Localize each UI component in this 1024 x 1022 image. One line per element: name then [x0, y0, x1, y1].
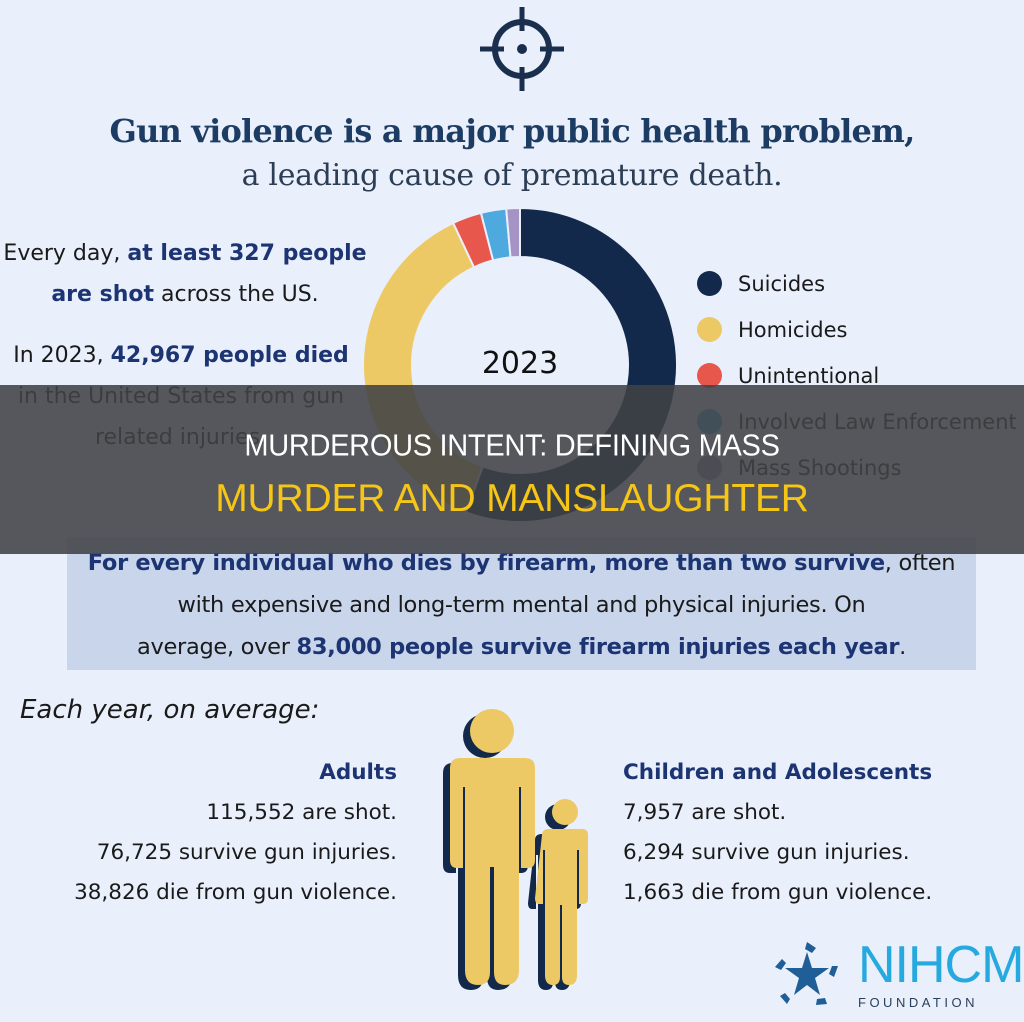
- adults-title: Adults: [319, 760, 397, 785]
- daily-prefix: Every day,: [3, 241, 128, 266]
- yearly-highlight: 42,967 people died: [110, 343, 349, 368]
- each-year-heading: Each year, on average:: [20, 695, 320, 725]
- logo-name: NIHCM: [858, 936, 1024, 994]
- banner-line-1: MURDEROUS INTENT: DEFINING MASS: [244, 429, 780, 463]
- children-survive: 6,294 survive gun injuries.: [623, 840, 910, 865]
- survive-callout-text: For every individual who dies by firearm…: [67, 542, 976, 668]
- survive-text-3: average, over: [136, 634, 297, 660]
- adults-stats: Adults 115,552 are shot. 76,725 survive …: [74, 753, 397, 913]
- crosshair-icon: [480, 7, 564, 91]
- nihcm-star-logo-icon: [775, 942, 838, 1005]
- survive-callout-box: [67, 537, 976, 670]
- children-stats: Children and Adolescents 7,957 are shot.…: [623, 753, 932, 913]
- banner-line-2: MURDER AND MANSLAUGHTER: [215, 477, 809, 520]
- legend-item: Homicides: [697, 317, 848, 342]
- adults-die: 38,826 die from gun violence.: [74, 880, 397, 905]
- legend-label: Homicides: [738, 317, 848, 342]
- legend-dot-icon: [697, 317, 722, 342]
- page-title: Gun violence is a major public health pr…: [109, 112, 916, 150]
- title-banner: [0, 385, 1024, 554]
- legend-dot-icon: [697, 271, 722, 296]
- donut-center-label: 2023: [481, 346, 559, 381]
- legend-label: Suicides: [738, 271, 826, 296]
- survive-highlight-1: For every individual who dies by firearm…: [87, 550, 885, 576]
- legend-label: Unintentional: [738, 363, 880, 388]
- survive-text-2: with expensive and long-term mental and …: [177, 592, 866, 618]
- children-die: 1,663 die from gun violence.: [623, 880, 933, 905]
- adults-shot: 115,552 are shot.: [206, 800, 397, 825]
- adults-survive: 76,725 survive gun injuries.: [96, 840, 397, 865]
- daily-suffix: across the US.: [154, 282, 319, 307]
- yearly-prefix: In 2023,: [13, 343, 111, 368]
- survive-end: .: [899, 634, 907, 660]
- legend-item: Unintentional: [697, 363, 879, 388]
- logo-subtitle: FOUNDATION: [858, 995, 978, 1010]
- survive-highlight-3: 83,000 people survive firearm injuries e…: [296, 634, 900, 660]
- donut-segment-mass-shootings: [505, 206, 521, 259]
- survive-text-1: , often: [884, 550, 956, 576]
- children-shot: 7,957 are shot.: [623, 800, 787, 825]
- adult-child-figures-icon: [443, 709, 588, 990]
- legend-dot-icon: [697, 363, 722, 388]
- page-subtitle: a leading cause of premature death.: [241, 158, 783, 193]
- children-title: Children and Adolescents: [623, 760, 933, 785]
- daily-stat: Every day, at least 327 people are shot …: [0, 233, 370, 315]
- legend-item: Suicides: [697, 271, 825, 296]
- daily-highlight: at least 327 people: [127, 241, 367, 266]
- daily-highlight-2: are shot: [51, 282, 154, 307]
